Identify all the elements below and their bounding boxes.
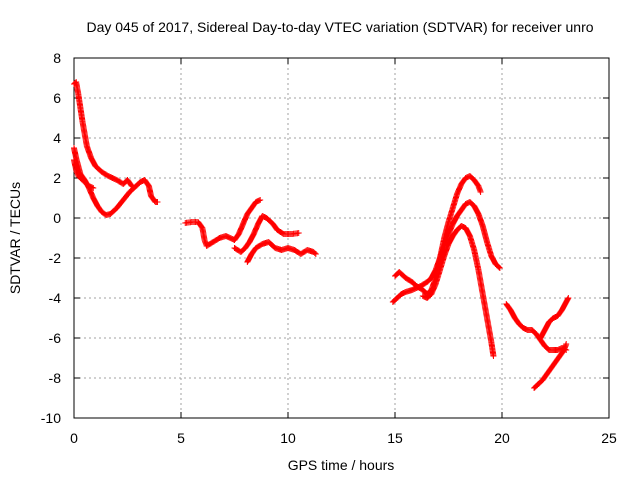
- series-track-4b: [531, 341, 570, 391]
- series-track-2c: [244, 239, 319, 265]
- series-track-3c: [419, 223, 497, 359]
- data-point: [90, 185, 97, 191]
- series-track-2a: [182, 197, 264, 249]
- y-tick-label: 4: [53, 130, 61, 146]
- data-point: [154, 199, 161, 205]
- y-tick-label: 6: [53, 90, 61, 106]
- data-point: [312, 251, 319, 257]
- y-tick-label: 0: [53, 210, 61, 226]
- x-tick-label: 0: [70, 430, 78, 446]
- chart-title: Day 045 of 2017, Sidereal Day-to-day VTE…: [86, 19, 593, 35]
- y-tick-label: 2: [53, 170, 61, 186]
- series-track-2b: [231, 213, 302, 255]
- data-point: [257, 197, 264, 203]
- data-point: [128, 182, 135, 188]
- y-tick-label: -8: [49, 370, 62, 386]
- axis-ticks: 0 5 10 15 20 25 -10 -8 -6 -4 -2 0 2 4 6 8: [41, 50, 617, 446]
- y-tick-label: -6: [49, 330, 62, 346]
- x-tick-label: 20: [494, 430, 510, 446]
- data-point: [496, 265, 503, 271]
- x-tick-label: 25: [601, 430, 617, 446]
- data-point: [563, 341, 570, 347]
- x-axis-label: GPS time / hours: [288, 457, 395, 473]
- series-track-1c: [71, 157, 97, 191]
- y-tick-label: -10: [41, 410, 61, 426]
- data-points: [71, 79, 572, 391]
- x-tick-label: 10: [280, 430, 296, 446]
- y-tick-label: 8: [53, 50, 61, 66]
- x-tick-label: 15: [387, 430, 403, 446]
- data-point: [295, 230, 302, 236]
- data-point: [565, 295, 572, 301]
- grid-lines: [74, 58, 609, 418]
- series-track-4c: [537, 295, 572, 341]
- y-tick-label: -2: [49, 250, 62, 266]
- series-track-4a: [503, 301, 570, 353]
- y-axis-label: SDTVAR / TECUs: [7, 182, 23, 294]
- series-track-1a: [71, 79, 135, 189]
- y-tick-label: -4: [49, 290, 62, 306]
- data-point: [311, 250, 318, 256]
- plot-frame: [73, 57, 610, 419]
- data-point: [496, 264, 503, 271]
- data-point: [477, 189, 484, 195]
- x-tick-label: 5: [177, 430, 185, 446]
- data-point: [490, 353, 497, 359]
- data-point: [564, 296, 571, 302]
- series-track-3b: [392, 173, 484, 297]
